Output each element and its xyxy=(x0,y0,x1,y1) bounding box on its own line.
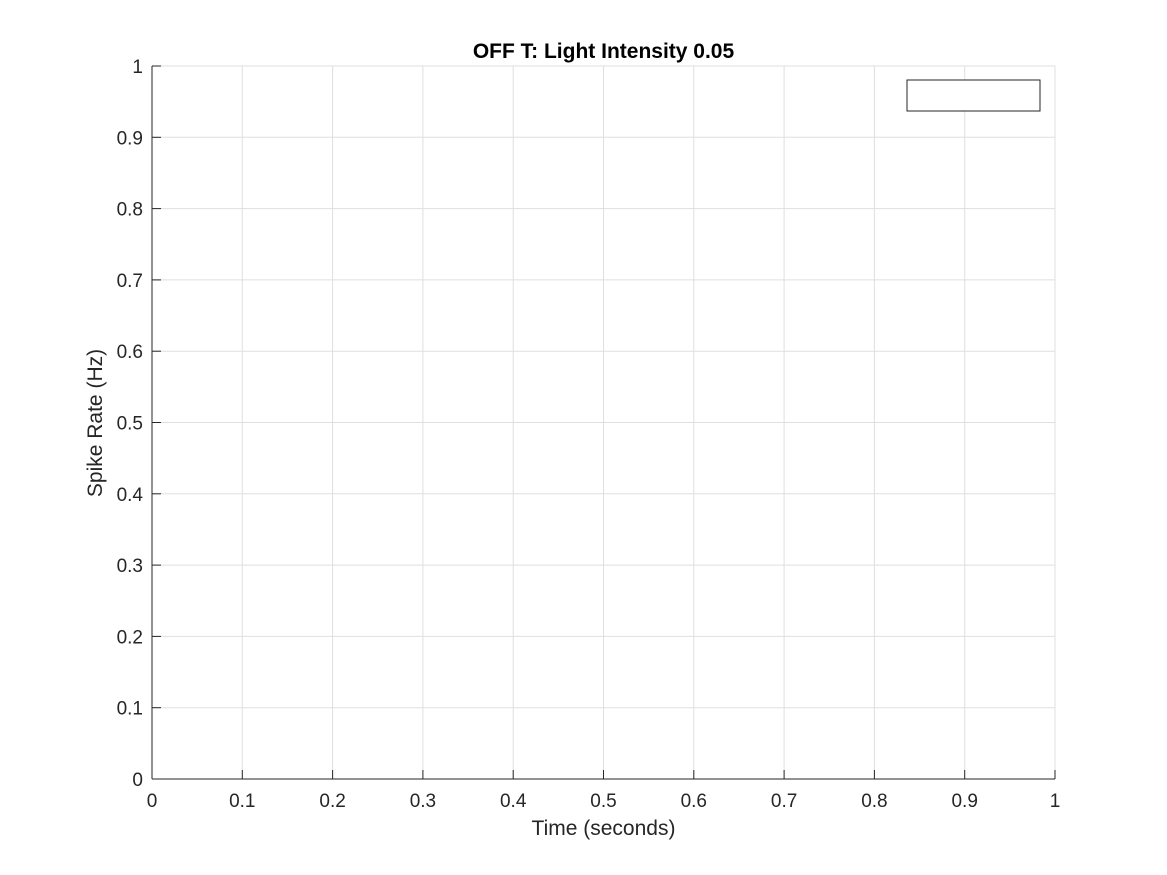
x-tick-label: 0.3 xyxy=(410,791,436,812)
y-tick-label: 1 xyxy=(132,57,143,78)
y-tick-label: 0.2 xyxy=(117,627,143,648)
y-tick-label: 0.3 xyxy=(117,556,143,577)
ticks: 0 0.1 0.2 0.3 0.4 0.5 0.6 0.7 0.8 0.9 1 0 0.1 0.2 0.3 0… xyxy=(117,57,1061,812)
y-tick-label: 0.7 xyxy=(117,271,143,292)
x-tick-label: 0.9 xyxy=(951,791,977,812)
x-tick-label: 0.5 xyxy=(590,791,616,812)
x-tick-label: 0.1 xyxy=(229,791,255,812)
y-tick-label: 0 xyxy=(132,770,143,791)
y-tick-label: 0.4 xyxy=(117,485,144,506)
x-tick-label: 0.7 xyxy=(771,791,797,812)
y-tick-label: 0.8 xyxy=(117,200,143,221)
x-tick-label: 0.8 xyxy=(861,791,887,812)
x-tick-label: 0 xyxy=(147,791,158,812)
y-tick-label: 0.1 xyxy=(117,699,143,720)
y-tick-label: 0.9 xyxy=(117,128,143,149)
x-tick-label: 0.2 xyxy=(319,791,345,812)
y-tick-label: 0.6 xyxy=(117,342,143,363)
x-tick-label: 0.6 xyxy=(681,791,707,812)
legend-box xyxy=(906,79,1041,112)
y-axis-label: Spike Rate (Hz) xyxy=(84,349,107,497)
x-axis-label: Time (seconds) xyxy=(532,817,676,840)
chart-title: OFF T: Light Intensity 0.05 xyxy=(473,40,735,63)
x-tick-label: 0.4 xyxy=(500,791,527,812)
y-tick-label: 0.5 xyxy=(117,414,143,435)
x-tick-label: 1 xyxy=(1050,791,1061,812)
